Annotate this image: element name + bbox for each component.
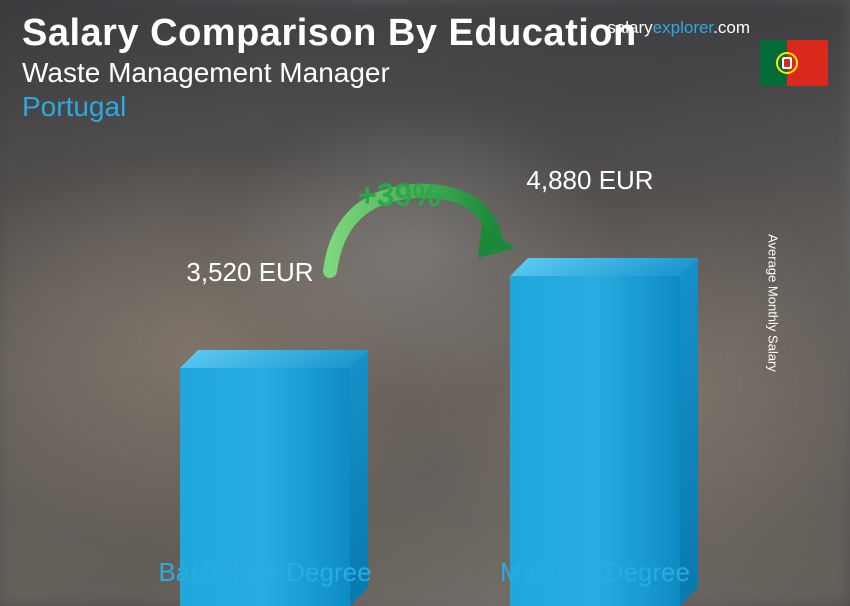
bar-top-face [510,258,698,276]
chart-title: Salary Comparison By Education [22,12,828,55]
country-name: Portugal [22,91,828,123]
category-label-bachelors: Bachelor's Degree [130,557,400,588]
job-title: Waste Management Manager [22,57,828,89]
bar-top-face [180,350,368,368]
bar-chart: 3,520 EUR Bachelor's Degree 4,880 EUR Ma… [0,156,850,606]
category-label-masters: Master's Degree [460,557,730,588]
header: Salary Comparison By Education Waste Man… [22,12,828,123]
value-label-masters: 4,880 EUR [490,165,690,196]
percent-increase-label: +39% [358,177,441,214]
bar-side-face [680,258,698,606]
